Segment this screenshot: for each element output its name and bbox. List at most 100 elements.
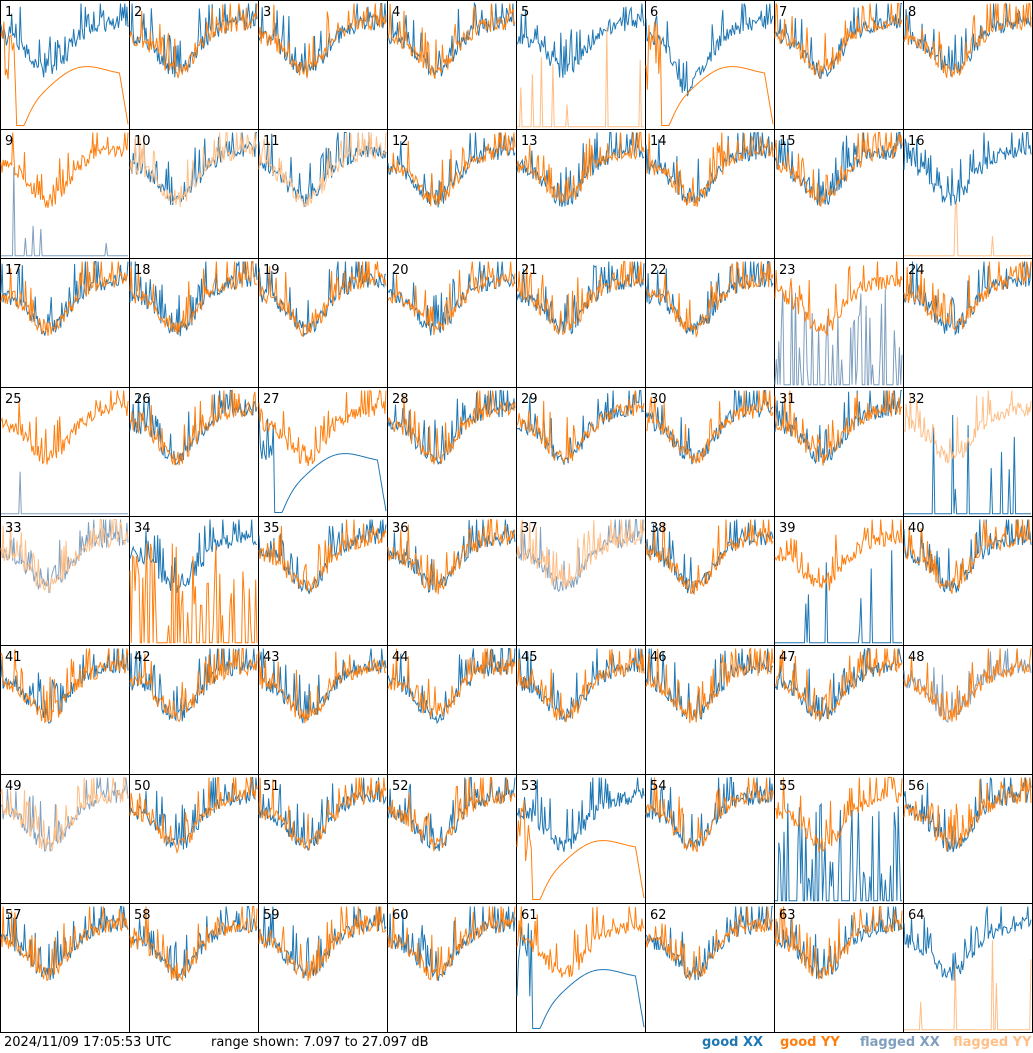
panel-45: 45 <box>516 645 646 775</box>
series-yy <box>516 390 645 465</box>
series-xx <box>516 923 645 1029</box>
panel-label: 23 <box>779 263 796 278</box>
panel-label: 48 <box>908 650 925 665</box>
series-yy <box>904 201 1031 257</box>
panel-label: 7 <box>779 5 787 20</box>
panel-label: 20 <box>392 263 409 278</box>
panel-label: 58 <box>134 908 151 923</box>
series-yy <box>516 648 645 723</box>
series-yy <box>774 777 903 853</box>
panel-label: 12 <box>392 134 409 149</box>
panel-25: 25 <box>0 387 130 517</box>
panel-14: 14 <box>645 129 775 259</box>
panel-label: 10 <box>134 134 151 149</box>
panel-label: 34 <box>134 521 151 536</box>
panel-51: 51 <box>258 774 388 904</box>
panel-label: 60 <box>392 908 409 923</box>
series-yy <box>258 650 387 724</box>
panel-32: 32 <box>903 387 1033 517</box>
panel-64: 64 <box>903 903 1033 1033</box>
series-yy <box>645 390 774 464</box>
panel-49: 49 <box>0 774 130 904</box>
panel-1: 1 <box>0 0 130 130</box>
panel-43: 43 <box>258 645 388 775</box>
panel-34: 34 <box>129 516 259 646</box>
panel-27: 27 <box>258 387 388 517</box>
series-xx <box>903 132 1032 206</box>
panel-label: 55 <box>779 779 796 794</box>
panel-label: 42 <box>134 650 151 665</box>
panel-frame <box>129 774 259 904</box>
panel-label: 27 <box>263 392 280 407</box>
panel-label: 49 <box>5 779 22 794</box>
series-xx <box>775 550 902 644</box>
panel-frame <box>516 258 646 388</box>
panel-11: 11 <box>258 129 388 259</box>
series-xx <box>1 471 128 515</box>
series-yy <box>0 261 129 336</box>
series-yy <box>129 906 258 982</box>
series-xx <box>0 777 129 853</box>
series-xx <box>387 390 516 465</box>
series-xx <box>0 3 129 78</box>
panel-28: 28 <box>387 387 517 517</box>
panel-frame <box>903 387 1033 517</box>
panel-15: 15 <box>774 129 904 259</box>
panel-label: 35 <box>263 521 280 536</box>
panel-50: 50 <box>129 774 259 904</box>
panel-label: 45 <box>521 650 538 665</box>
panel-48: 48 <box>903 645 1033 775</box>
series-yy <box>903 261 1032 332</box>
timestamp-label: 2024/11/09 17:05:53 UTC <box>4 1035 172 1050</box>
series-xx <box>516 777 645 852</box>
series-yy <box>774 3 903 79</box>
series-yy <box>129 542 258 644</box>
panel-frame <box>129 258 259 388</box>
panel-42: 42 <box>129 645 259 775</box>
series-yy <box>645 647 774 724</box>
legend-good-yy: good YY <box>780 1035 840 1050</box>
panel-label: 32 <box>908 392 925 407</box>
panel-label: 50 <box>134 779 151 794</box>
panel-39: 39 <box>774 516 904 646</box>
panel-57: 57 <box>0 903 130 1033</box>
series-xx <box>774 287 903 386</box>
panel-17: 17 <box>0 258 130 388</box>
series-yy <box>903 519 1032 594</box>
panel-label: 40 <box>908 521 925 536</box>
panel-label: 36 <box>392 521 409 536</box>
series-yy <box>129 648 258 723</box>
panel-label: 16 <box>908 134 925 149</box>
panel-46: 46 <box>645 645 775 775</box>
series-yy <box>129 261 258 335</box>
panel-label: 30 <box>650 392 667 407</box>
panel-label: 19 <box>263 263 280 278</box>
panel-label: 37 <box>521 521 538 536</box>
series-yy <box>387 648 516 718</box>
panel-label: 51 <box>263 779 280 794</box>
panel-label: 14 <box>650 134 667 149</box>
panel-31: 31 <box>774 387 904 517</box>
panel-19: 19 <box>258 258 388 388</box>
series-yy <box>516 261 645 336</box>
series-yy <box>129 3 258 79</box>
series-yy <box>0 519 129 593</box>
panel-7: 7 <box>774 0 904 130</box>
panel-label: 13 <box>521 134 538 149</box>
panel-55: 55 <box>774 774 904 904</box>
series-yy <box>387 261 516 335</box>
series-yy <box>645 906 774 982</box>
series-yy <box>645 777 774 853</box>
series-xx <box>903 519 1032 593</box>
panel-label: 46 <box>650 650 667 665</box>
panel-frame <box>0 387 130 517</box>
series-xx <box>258 648 387 724</box>
panel-18: 18 <box>129 258 259 388</box>
series-xx <box>258 413 387 513</box>
panel-56: 56 <box>903 774 1033 904</box>
panel-33: 33 <box>0 516 130 646</box>
panel-12: 12 <box>387 129 517 259</box>
panel-54: 54 <box>645 774 775 904</box>
panel-62: 62 <box>645 903 775 1033</box>
panel-label: 33 <box>5 521 22 536</box>
